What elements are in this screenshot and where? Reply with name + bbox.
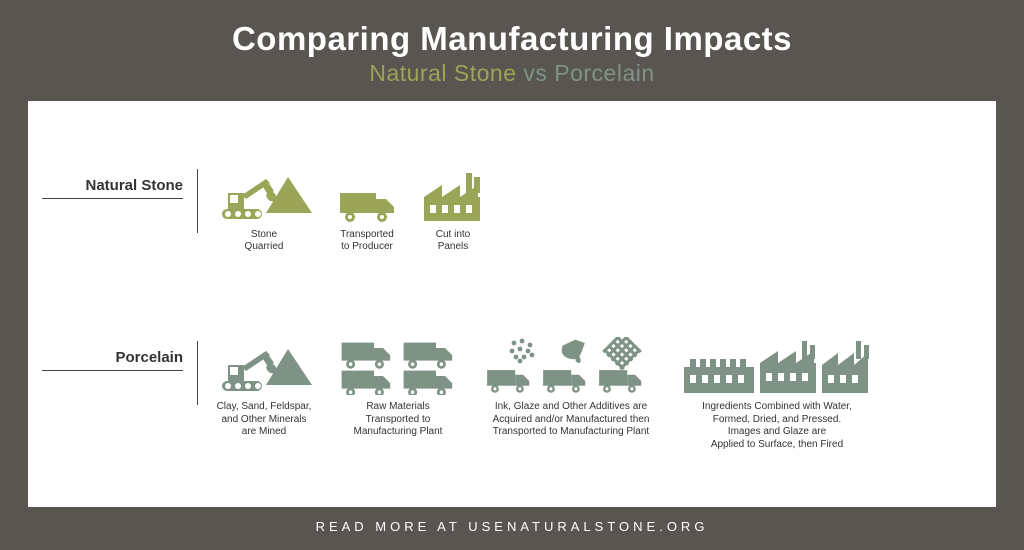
step-caption: StoneQuarried bbox=[245, 229, 284, 254]
step-caption: Ink, Glaze and Other Additives areAcquir… bbox=[493, 401, 650, 439]
subtitle: Natural Stone vs Porcelain bbox=[28, 60, 996, 87]
main-title: Comparing Manufacturing Impacts bbox=[28, 20, 996, 58]
additives-icon bbox=[484, 341, 658, 395]
infographic-frame: Comparing Manufacturing Impacts Natural … bbox=[0, 0, 1024, 550]
excavator-icon bbox=[216, 169, 312, 223]
step: Clay, Sand, Feldspar,and Other Mineralsa… bbox=[216, 341, 312, 451]
footer-text: READ MORE AT USENATURALSTONE.ORG bbox=[28, 519, 996, 534]
step: StoneQuarried bbox=[216, 169, 312, 254]
step: Ink, Glaze and Other Additives areAcquir… bbox=[484, 341, 658, 451]
excavator-icon bbox=[216, 341, 312, 395]
step: Raw MaterialsTransported toManufacturing… bbox=[336, 341, 460, 451]
step-caption: Transportedto Producer bbox=[340, 229, 394, 254]
step: Transportedto Producer bbox=[336, 169, 398, 254]
truck-icon bbox=[336, 169, 398, 223]
step-caption: Raw MaterialsTransported toManufacturing… bbox=[354, 401, 443, 439]
big-factory-icon bbox=[682, 341, 872, 395]
content-panel: Natural Stone StoneQuarried bbox=[28, 101, 996, 507]
trucks-icon bbox=[336, 341, 460, 395]
factory-icon bbox=[422, 169, 484, 223]
step-caption: Clay, Sand, Feldspar,and Other Mineralsa… bbox=[217, 401, 312, 439]
step-caption: Ingredients Combined with Water,Formed, … bbox=[702, 401, 852, 451]
row-natural-stone: Natural Stone StoneQuarried bbox=[48, 169, 976, 254]
subtitle-sep: vs bbox=[523, 60, 547, 86]
step-caption: Cut intoPanels bbox=[436, 229, 470, 254]
subtitle-left: Natural Stone bbox=[369, 60, 516, 86]
step: Cut intoPanels bbox=[422, 169, 484, 254]
steps: Clay, Sand, Feldspar,and Other Mineralsa… bbox=[198, 341, 872, 451]
step: Ingredients Combined with Water,Formed, … bbox=[682, 341, 872, 451]
subtitle-right: Porcelain bbox=[554, 60, 654, 86]
row-label: Porcelain bbox=[48, 341, 198, 405]
row-label: Natural Stone bbox=[48, 169, 198, 233]
row-porcelain: Porcelain Clay, Sand, Feldspar,and Other… bbox=[48, 341, 976, 451]
steps: StoneQuarried Transportedto Producer Cut… bbox=[198, 169, 484, 254]
